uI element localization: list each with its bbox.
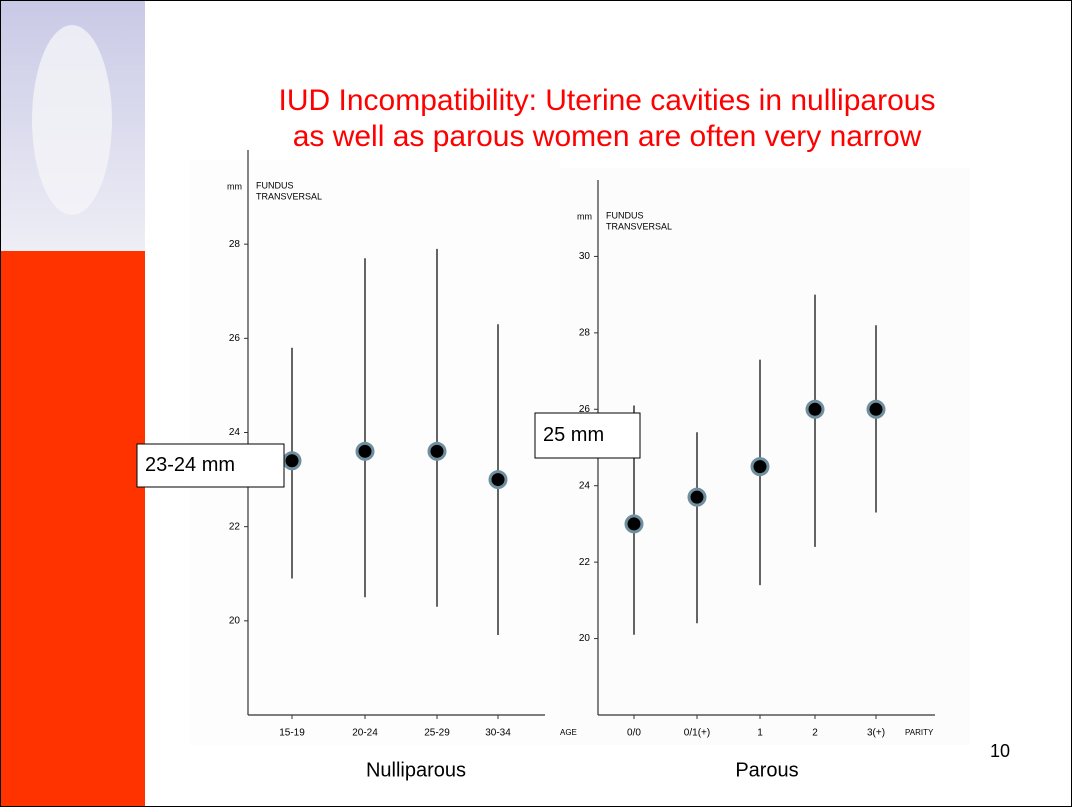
chart-caption: Parous: [735, 759, 798, 781]
slide-title: as well as parous women are often very n…: [293, 120, 922, 153]
mean-dot: [868, 401, 884, 417]
annotation: 23-24 mm: [145, 454, 235, 476]
mean-dot: [807, 401, 823, 417]
page-number: 10: [990, 741, 1010, 761]
x-tick-label: 15-19: [279, 728, 305, 739]
y-unit: mm: [227, 181, 242, 191]
y-label: TRANSVERSAL: [606, 221, 672, 231]
y-tick-label: 24: [579, 480, 591, 491]
slide: IUD Incompatibility: Uterine cavities in…: [0, 0, 1072, 807]
x-tick-label: 20-24: [352, 728, 378, 739]
x-tick-label: 30-34: [485, 728, 511, 739]
chart-caption: Nulliparous: [366, 759, 466, 781]
mean-dot: [689, 489, 705, 505]
x-tick-label: 1: [757, 728, 763, 739]
mean-dot: [357, 443, 373, 459]
y-tick-label: 22: [229, 521, 241, 532]
x-tick-label: 0/0: [627, 728, 641, 739]
annotation: 25 mm: [543, 424, 604, 446]
y-label: FUNDUS: [256, 180, 294, 190]
mean-dot: [752, 459, 768, 475]
y-tick-label: 28: [579, 327, 591, 338]
y-tick-label: 22: [579, 557, 591, 568]
mean-dot: [284, 453, 300, 469]
mean-dot: [490, 472, 506, 488]
y-unit: mm: [577, 211, 592, 221]
x-label: AGE: [560, 728, 577, 737]
y-tick-label: 28: [229, 239, 241, 250]
y-tick-label: 20: [579, 633, 591, 644]
mean-dot: [626, 516, 642, 532]
slide-canvas: IUD Incompatibility: Uterine cavities in…: [0, 0, 1072, 807]
slide-title: IUD Incompatibility: Uterine cavities in…: [279, 84, 936, 117]
mean-dot: [429, 443, 445, 459]
y-tick-label: 24: [229, 427, 241, 438]
decor-strip: [1, 251, 145, 806]
x-tick-label: 2: [812, 728, 818, 739]
x-tick-label: 0/1(+): [684, 728, 710, 739]
y-tick-label: 20: [229, 615, 241, 626]
x-label: PARITY: [905, 728, 934, 737]
x-tick-label: 3(+): [867, 728, 885, 739]
decor-figure: [32, 25, 112, 215]
y-tick-label: 30: [579, 251, 591, 262]
y-tick-label: 26: [229, 333, 241, 344]
y-label: TRANSVERSAL: [256, 191, 322, 201]
y-label: FUNDUS: [606, 210, 644, 220]
x-tick-label: 25-29: [424, 728, 450, 739]
